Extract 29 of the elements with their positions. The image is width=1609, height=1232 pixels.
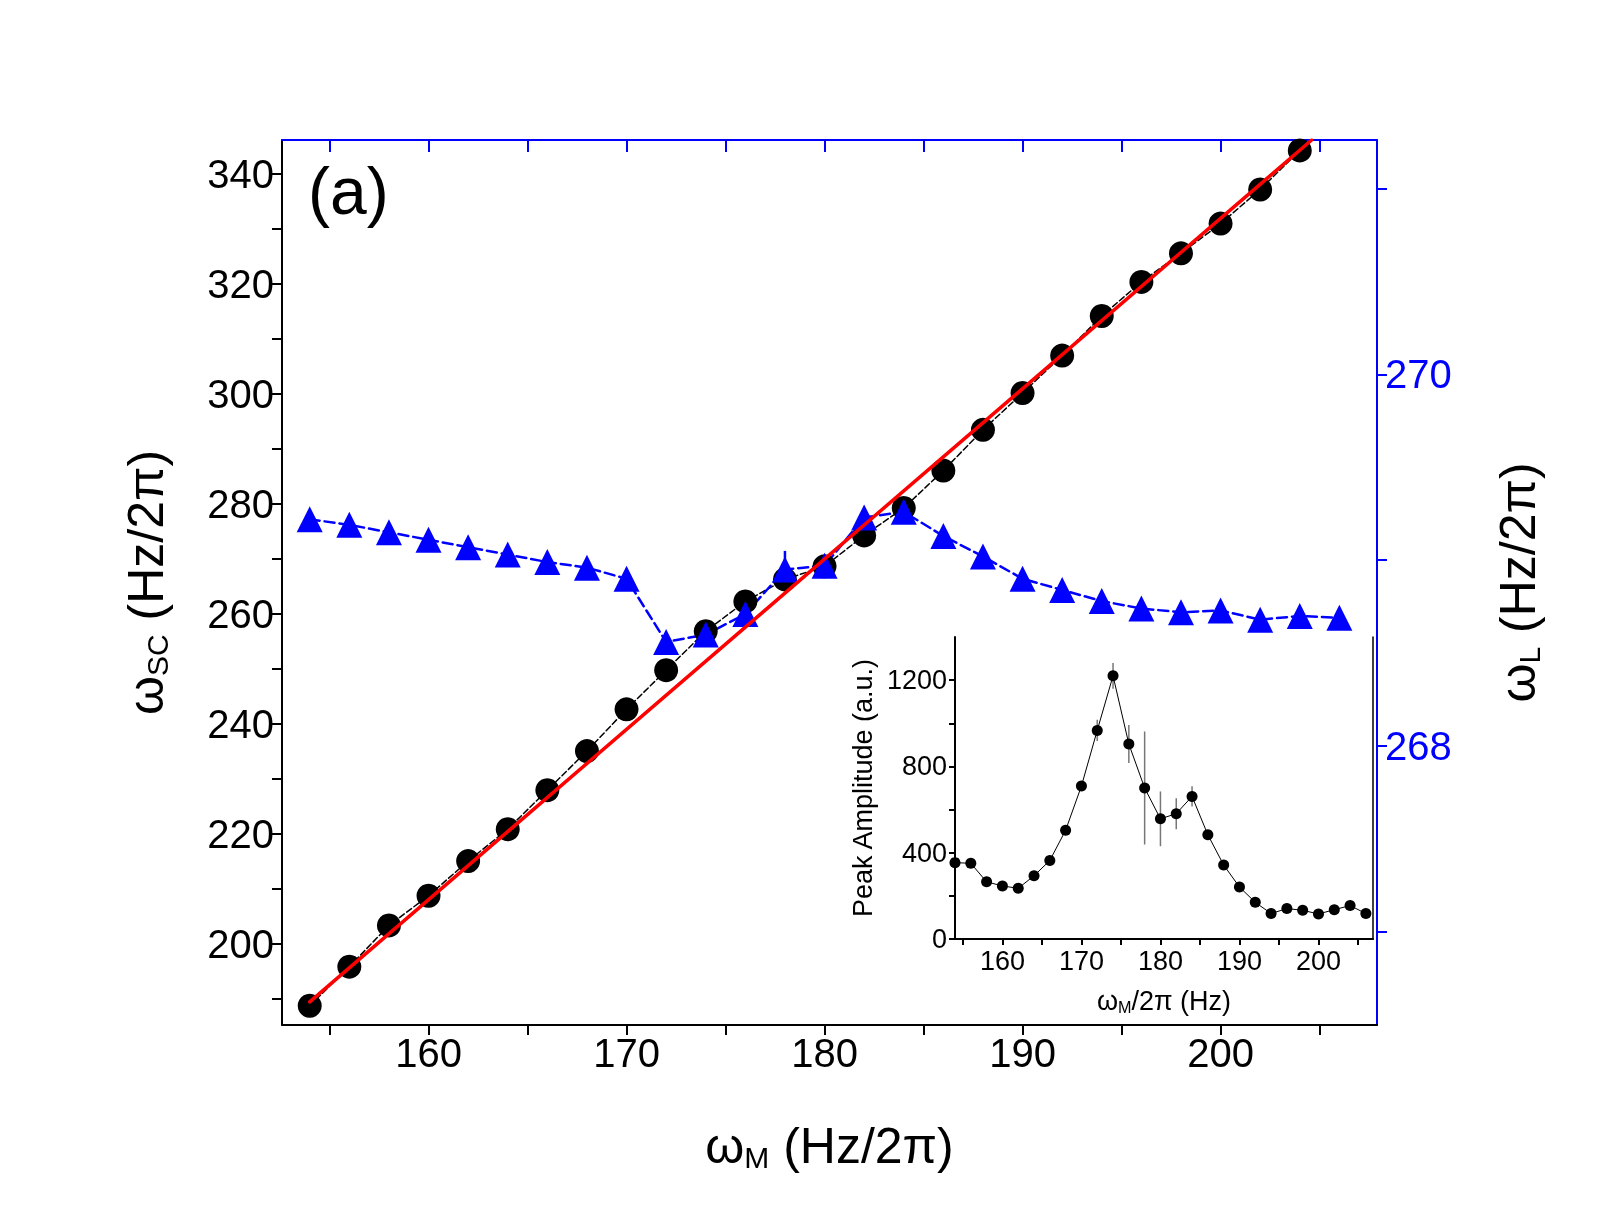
- y2-axis-title: ωL (Hz/2π): [1490, 462, 1547, 703]
- x-tick-label: 190: [1216, 945, 1262, 976]
- x-tick-label: 160: [395, 1031, 462, 1075]
- x-tick-label: 170: [593, 1031, 660, 1075]
- y-tick-label: 220: [207, 812, 274, 857]
- x-tick-label: 170: [1058, 945, 1104, 976]
- x-tick-label: 200: [1187, 1031, 1254, 1075]
- y-tick-label: 340: [207, 152, 274, 197]
- y-tick-label: 0: [931, 924, 947, 954]
- y-tick-label: 400: [901, 837, 947, 868]
- x-axis-title: ωM (Hz/2π): [705, 1118, 954, 1175]
- y-tick-label: 240: [207, 702, 274, 747]
- y-tick-label: 300: [207, 372, 274, 417]
- y-tick-label: 800: [901, 751, 947, 782]
- x-tick-label: 200: [1295, 945, 1342, 976]
- y-tick-label: 1200: [886, 665, 947, 696]
- y-axis-title: ωSC (Hz/2π): [117, 449, 174, 716]
- y-tick-label: 260: [207, 592, 274, 637]
- y-axis-title: Peak Amplitude (a.u.): [847, 658, 878, 918]
- y-tick-label: 320: [207, 262, 274, 307]
- x-tick-label: 180: [791, 1031, 858, 1075]
- x-tick-label: 160: [979, 945, 1025, 976]
- y-tick-label: 280: [207, 482, 274, 527]
- y2-tick-label: 270: [1385, 352, 1452, 397]
- x-tick-label: 180: [1137, 945, 1183, 976]
- annotation: (a): [308, 154, 389, 228]
- x-axis-title: ωM/2π (Hz): [1096, 986, 1232, 1017]
- x-tick-label: 190: [989, 1031, 1056, 1075]
- y2-tick-label: 268: [1385, 724, 1452, 769]
